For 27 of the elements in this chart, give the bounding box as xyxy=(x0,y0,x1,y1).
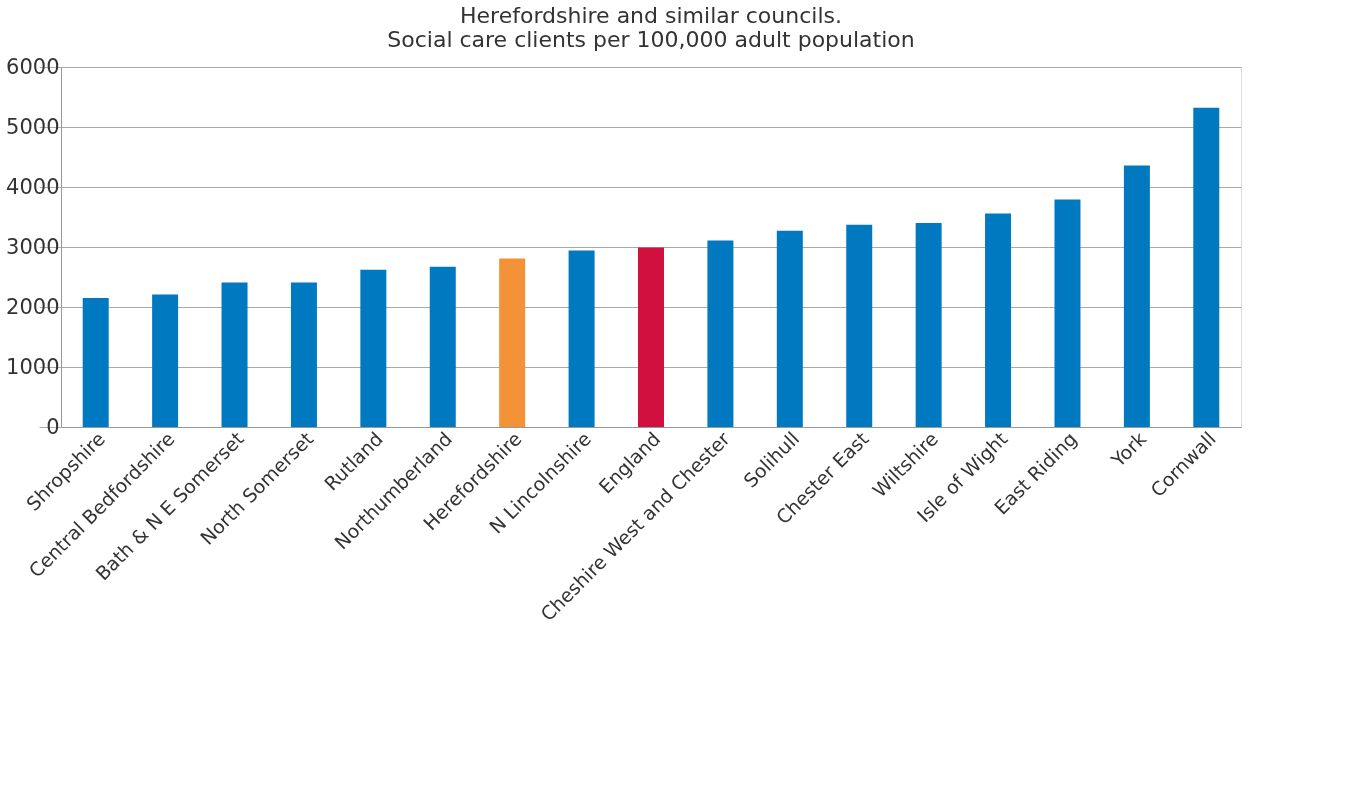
y-tick-label: 4000 xyxy=(6,174,60,199)
bar xyxy=(290,282,317,427)
bar xyxy=(776,230,803,427)
y-tick-label: 3000 xyxy=(6,234,60,259)
y-tick-label: 1000 xyxy=(6,354,60,379)
y-tick-label: 0 xyxy=(46,414,60,439)
bar xyxy=(360,269,387,427)
bar xyxy=(1193,107,1220,427)
bar xyxy=(846,224,873,427)
bar xyxy=(985,213,1012,427)
bar xyxy=(221,282,248,427)
bar xyxy=(82,298,109,427)
bar xyxy=(568,250,595,427)
bar xyxy=(152,294,179,427)
bar xyxy=(429,266,456,427)
bar xyxy=(499,258,526,427)
bar xyxy=(638,247,664,427)
bar xyxy=(915,223,942,427)
x-tick-label: York xyxy=(1106,427,1151,472)
y-tick-label: 6000 xyxy=(6,54,60,79)
y-tick-label: 5000 xyxy=(6,114,60,139)
text: Herefordshire and similar councils. xyxy=(460,3,842,28)
y-tick-label: 2000 xyxy=(6,294,60,319)
bar xyxy=(1054,199,1081,427)
bar xyxy=(707,240,734,427)
bar xyxy=(1123,165,1150,427)
text: Social care clients per 100,000 adult population xyxy=(387,27,915,52)
